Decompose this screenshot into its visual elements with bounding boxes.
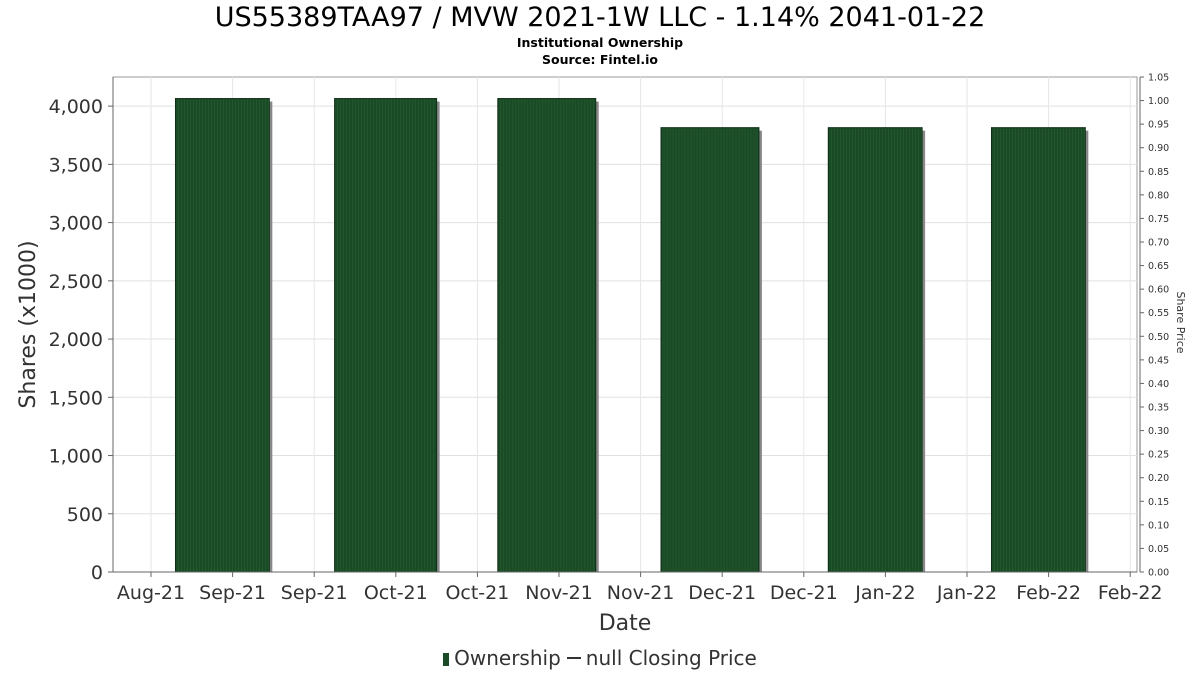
x-tick-label: Aug-21 [117, 582, 185, 604]
x-tick-label: Jan-22 [936, 582, 997, 604]
y-tick-label: 500 [67, 504, 103, 526]
y-tick-label: 2,000 [49, 329, 103, 351]
ownership-bar [497, 98, 597, 573]
y2-tick-label: 0.75 [1148, 214, 1169, 225]
y2-tick-label: 0.85 [1148, 167, 1169, 178]
y2-tick-label: 0.45 [1148, 355, 1169, 366]
ownership-bar [827, 127, 923, 573]
x-tick-label: Nov-21 [607, 582, 675, 604]
y2-tick-label: 0.25 [1148, 450, 1169, 461]
y-tick-label: 3,500 [49, 154, 103, 176]
x-tick-label: Sep-21 [281, 582, 348, 604]
ownership-legend-swatch [443, 653, 450, 666]
x-axis-title: Date [599, 611, 652, 636]
x-tick-label: Nov-21 [525, 582, 593, 604]
y-tick-label: 2,500 [49, 271, 103, 293]
y2-tick-label: 0.50 [1148, 332, 1169, 343]
x-tick-label: Dec-21 [688, 582, 756, 604]
y2-tick-label: 0.10 [1148, 520, 1169, 531]
ownership-bar [990, 127, 1086, 573]
price-legend-swatch [566, 657, 581, 659]
chart-subtitle-source: Source: Fintel.io [542, 52, 658, 67]
y2-tick-label: 0.80 [1148, 190, 1169, 201]
y2-tick-label: 0.95 [1148, 120, 1169, 131]
price-legend-label: null Closing Price [585, 646, 757, 670]
x-tick-label: Sep-21 [199, 582, 266, 604]
y-axis-title: Shares (x1000) [16, 240, 41, 408]
y-tick-label: 3,000 [49, 213, 103, 235]
ownership-bar [660, 127, 760, 573]
y2-tick-label: 0.30 [1148, 426, 1169, 437]
y2-tick-label: 0.55 [1148, 308, 1169, 319]
y2-tick-label: 1.00 [1148, 96, 1169, 107]
x-tick-label: Jan-22 [854, 582, 915, 604]
y2-tick-label: 0.40 [1148, 379, 1169, 390]
plot-frame [112, 76, 1138, 573]
y2-tick-label: 0.05 [1148, 544, 1169, 555]
y-tick-label: 4,000 [49, 96, 103, 118]
y2-tick-label: 0.70 [1148, 238, 1169, 249]
y2-tick-label: 0.15 [1148, 497, 1169, 508]
y-tick-label: 1,000 [49, 446, 103, 468]
y2-tick-label: 0.20 [1148, 473, 1169, 484]
y2-tick-label: 0.60 [1148, 285, 1169, 296]
y2-tick-label: 0.65 [1148, 261, 1169, 272]
x-tick-label: Oct-21 [445, 582, 509, 604]
y2-tick-label: 0.90 [1148, 143, 1169, 154]
x-tick-label: Feb-22 [1016, 582, 1081, 604]
chart-subtitle-ownership: Institutional Ownership [516, 35, 684, 50]
chart-legend: Ownership null Closing Price [0, 646, 1200, 670]
y2-tick-label: 1.05 [1148, 73, 1169, 84]
y-tick-label: 0 [91, 562, 103, 584]
x-tick-label: Feb-22 [1098, 582, 1163, 604]
x-tick-label: Dec-21 [770, 582, 838, 604]
ownership-bar [174, 98, 270, 573]
y-tick-label: 1,500 [49, 387, 103, 409]
ownership-legend-label: Ownership [454, 646, 561, 670]
y2-tick-label: 0.00 [1148, 568, 1169, 579]
y2-tick-label: 0.35 [1148, 403, 1169, 414]
x-tick-label: Oct-21 [364, 582, 428, 604]
chart-title: US55389TAA97 / MVW 2021-1W LLC - 1.14% 2… [214, 2, 986, 33]
y2-axis-title: Share Price [1174, 291, 1187, 353]
